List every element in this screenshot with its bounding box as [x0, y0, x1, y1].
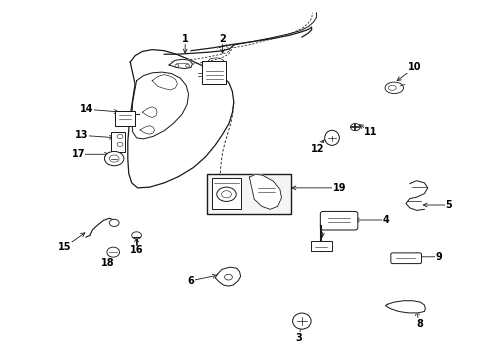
- Circle shape: [104, 152, 123, 166]
- Text: 10: 10: [407, 63, 421, 72]
- Polygon shape: [215, 267, 240, 286]
- Text: 6: 6: [187, 276, 194, 286]
- Polygon shape: [249, 174, 281, 209]
- Text: 1: 1: [182, 34, 188, 44]
- Text: 14: 14: [80, 104, 93, 114]
- Circle shape: [350, 123, 360, 131]
- Ellipse shape: [292, 313, 310, 329]
- Ellipse shape: [387, 85, 395, 90]
- Circle shape: [131, 232, 141, 239]
- Circle shape: [117, 142, 122, 147]
- Text: 5: 5: [445, 200, 451, 210]
- Text: 3: 3: [295, 333, 302, 343]
- Bar: [310, 241, 331, 251]
- Text: 19: 19: [332, 183, 346, 193]
- Text: 7: 7: [318, 221, 325, 231]
- Circle shape: [175, 64, 179, 67]
- Text: 12: 12: [310, 144, 324, 154]
- Ellipse shape: [107, 247, 119, 257]
- Circle shape: [109, 155, 119, 162]
- Text: 13: 13: [75, 130, 88, 140]
- Polygon shape: [385, 301, 425, 313]
- Bar: [111, 132, 125, 152]
- Text: 2: 2: [219, 34, 225, 44]
- Bar: [211, 178, 241, 209]
- Ellipse shape: [384, 82, 403, 94]
- Circle shape: [216, 187, 236, 202]
- Text: 18: 18: [101, 258, 114, 268]
- Bar: [206, 174, 290, 213]
- Text: 11: 11: [364, 127, 377, 137]
- Polygon shape: [169, 59, 192, 68]
- Text: 9: 9: [435, 252, 442, 262]
- Text: 8: 8: [415, 319, 422, 329]
- Circle shape: [224, 274, 232, 280]
- Text: 17: 17: [71, 149, 85, 159]
- Circle shape: [185, 64, 189, 67]
- Bar: [115, 111, 134, 126]
- Circle shape: [221, 191, 231, 198]
- Text: 15: 15: [58, 242, 71, 252]
- Bar: [202, 62, 225, 84]
- Circle shape: [117, 134, 122, 139]
- FancyBboxPatch shape: [320, 211, 357, 230]
- Text: 4: 4: [381, 215, 388, 225]
- Ellipse shape: [324, 130, 339, 145]
- Circle shape: [109, 219, 119, 226]
- FancyBboxPatch shape: [390, 253, 421, 264]
- Text: 16: 16: [129, 245, 143, 255]
